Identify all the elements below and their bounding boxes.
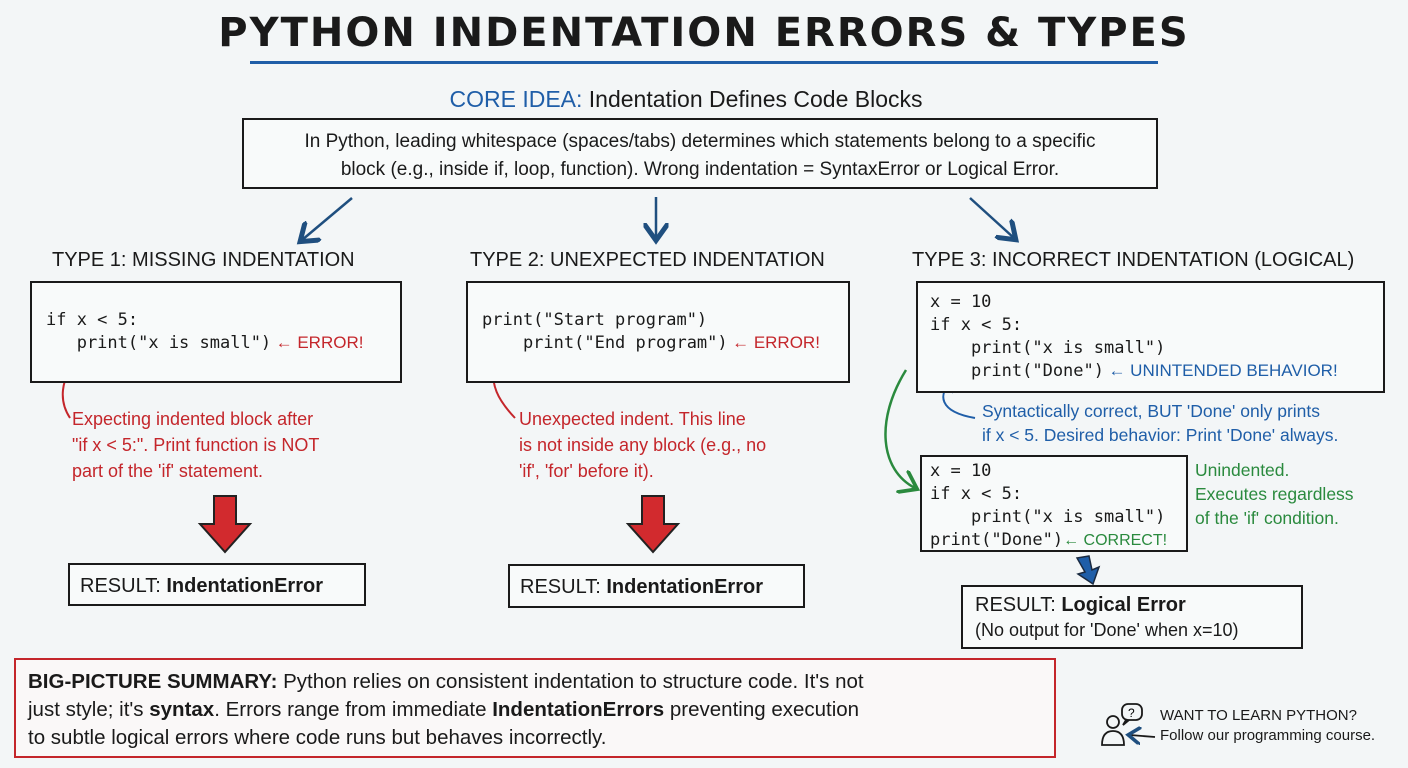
note-line: Syntactically correct, BUT 'Done' only p… bbox=[982, 401, 1321, 421]
core-idea-text: Indentation Defines Code Blocks bbox=[582, 86, 923, 112]
result-label: RESULT: bbox=[975, 594, 1062, 616]
result-detail: (No output for 'Done' when x=10) bbox=[975, 620, 1239, 640]
person-question-icon bbox=[1101, 703, 1156, 746]
big-red-arrow-2 bbox=[625, 495, 681, 554]
note-line: Unexpected indent. This line bbox=[519, 409, 746, 429]
type1-code-box: if x < 5: print("x is small") ← ERROR! bbox=[30, 281, 402, 383]
summary-bold: syntax bbox=[149, 698, 215, 721]
blue-down-arrow bbox=[1075, 555, 1101, 586]
code-line: print("Done") bbox=[930, 530, 1064, 550]
code-line: x = 10 bbox=[930, 292, 992, 312]
result-label: RESULT: bbox=[520, 576, 607, 598]
error-marker: ← ERROR! bbox=[275, 333, 364, 352]
note-line: part of the 'if' statement. bbox=[72, 461, 263, 481]
type2-code-box: print("Start program") print("End progra… bbox=[466, 281, 850, 383]
note-line: Executes regardless bbox=[1195, 484, 1354, 504]
type2-heading: TYPE 2: UNEXPECTED INDENTATION bbox=[470, 249, 825, 271]
fix-note: Unindented. Executes regardless of the 'if… bbox=[1195, 458, 1354, 530]
green-fix-arrow bbox=[884, 369, 915, 488]
summary-text: just style; it's bbox=[28, 698, 150, 721]
title-underline bbox=[250, 61, 1158, 64]
code-line: print("x is small") bbox=[46, 333, 272, 353]
result-label: RESULT: bbox=[80, 575, 167, 597]
cta-link[interactable]: Follow our programming course. bbox=[1160, 727, 1376, 744]
summary-text: . Errors range from immediate bbox=[214, 698, 493, 721]
type1-heading: TYPE 1: MISSING INDENTATION bbox=[52, 249, 355, 271]
core-desc-1: In Python, leading whitespace (spaces/ta… bbox=[304, 131, 1096, 152]
big-red-arrow-1 bbox=[197, 495, 253, 554]
note-line: if x < 5. Desired behavior: Print 'Done'… bbox=[982, 425, 1339, 445]
code-line: if x < 5: bbox=[46, 310, 139, 330]
result-value: Logical Error bbox=[1061, 594, 1186, 616]
type1-note: Expecting indented block after "if x < 5:… bbox=[72, 406, 319, 484]
note-line: 'if', 'for' before it). bbox=[519, 461, 654, 481]
course-cta[interactable]: WANT TO LEARN PYTHON? Follow our programm… bbox=[1160, 706, 1375, 746]
note-line: Expecting indented block after bbox=[72, 409, 314, 429]
arrow-to-type1 bbox=[302, 197, 353, 240]
code-line: print("x is small") bbox=[930, 507, 1166, 527]
summary-box: BIG-PICTURE SUMMARY: Python relies on co… bbox=[14, 658, 1056, 758]
summary-text: Python relies on consistent indentation … bbox=[277, 670, 864, 693]
type1-result-box: RESULT: IndentationError bbox=[68, 563, 366, 606]
summary-text: to subtle logical errors where code runs… bbox=[28, 726, 607, 749]
question-mark: ? bbox=[1128, 706, 1135, 720]
error-marker: ← ERROR! bbox=[732, 333, 820, 352]
code-line: if x < 5: bbox=[930, 484, 1023, 504]
core-idea-label: CORE IDEA: bbox=[449, 86, 583, 112]
code-line: print("Done") bbox=[930, 361, 1104, 381]
code-line: x = 10 bbox=[930, 461, 992, 481]
summary-bold: IndentationErrors bbox=[492, 698, 665, 721]
core-idea-box: In Python, leading whitespace (spaces/ta… bbox=[242, 118, 1158, 189]
correct-marker: ← CORRECT! bbox=[1063, 532, 1168, 549]
arrow-to-type3 bbox=[969, 197, 1014, 238]
type3-fixed-code-box: x = 10 if x < 5: print("x is small") pri… bbox=[920, 455, 1188, 552]
note-line: Unindented. bbox=[1195, 460, 1290, 480]
code-line: print("End program") bbox=[482, 333, 728, 353]
type3-result-box: RESULT: Logical Error (No output for 'Don… bbox=[961, 585, 1303, 649]
type3-heading: TYPE 3: INCORRECT INDENTATION (LOGICAL) bbox=[912, 249, 1355, 271]
page-title: PYTHON INDENTATION ERRORS & TYPES bbox=[218, 10, 1190, 56]
type2-note: Unexpected indent. This line is not insid… bbox=[519, 406, 766, 484]
result-value: IndentationError bbox=[166, 575, 323, 597]
core-desc-2: block (e.g., inside if, loop, function).… bbox=[340, 159, 1060, 180]
summary-label: BIG-PICTURE SUMMARY: bbox=[28, 670, 278, 693]
note-line: of the 'if' condition. bbox=[1195, 508, 1339, 528]
result-value: IndentationError bbox=[606, 576, 763, 598]
code-line: print("x is small") bbox=[930, 338, 1166, 358]
type3-code-box: x = 10 if x < 5: print("x is small") pri… bbox=[916, 281, 1385, 393]
note-line: is not inside any block (e.g., no bbox=[519, 435, 767, 455]
core-idea-heading: CORE IDEA: Indentation Defines Code Bloc… bbox=[0, 86, 1372, 113]
note-line: "if x < 5:". Print function is NOT bbox=[72, 435, 320, 455]
cta-heading: WANT TO LEARN PYTHON? bbox=[1160, 707, 1357, 724]
type2-result-box: RESULT: IndentationError bbox=[508, 564, 805, 608]
unintended-marker: ← UNINTENDED BEHAVIOR! bbox=[1108, 361, 1338, 380]
code-line: print("Start program") bbox=[482, 310, 708, 330]
code-line: if x < 5: bbox=[930, 315, 1023, 335]
summary-text: preventing execution bbox=[664, 698, 860, 721]
type3-note: Syntactically correct, BUT 'Done' only p… bbox=[982, 399, 1338, 447]
